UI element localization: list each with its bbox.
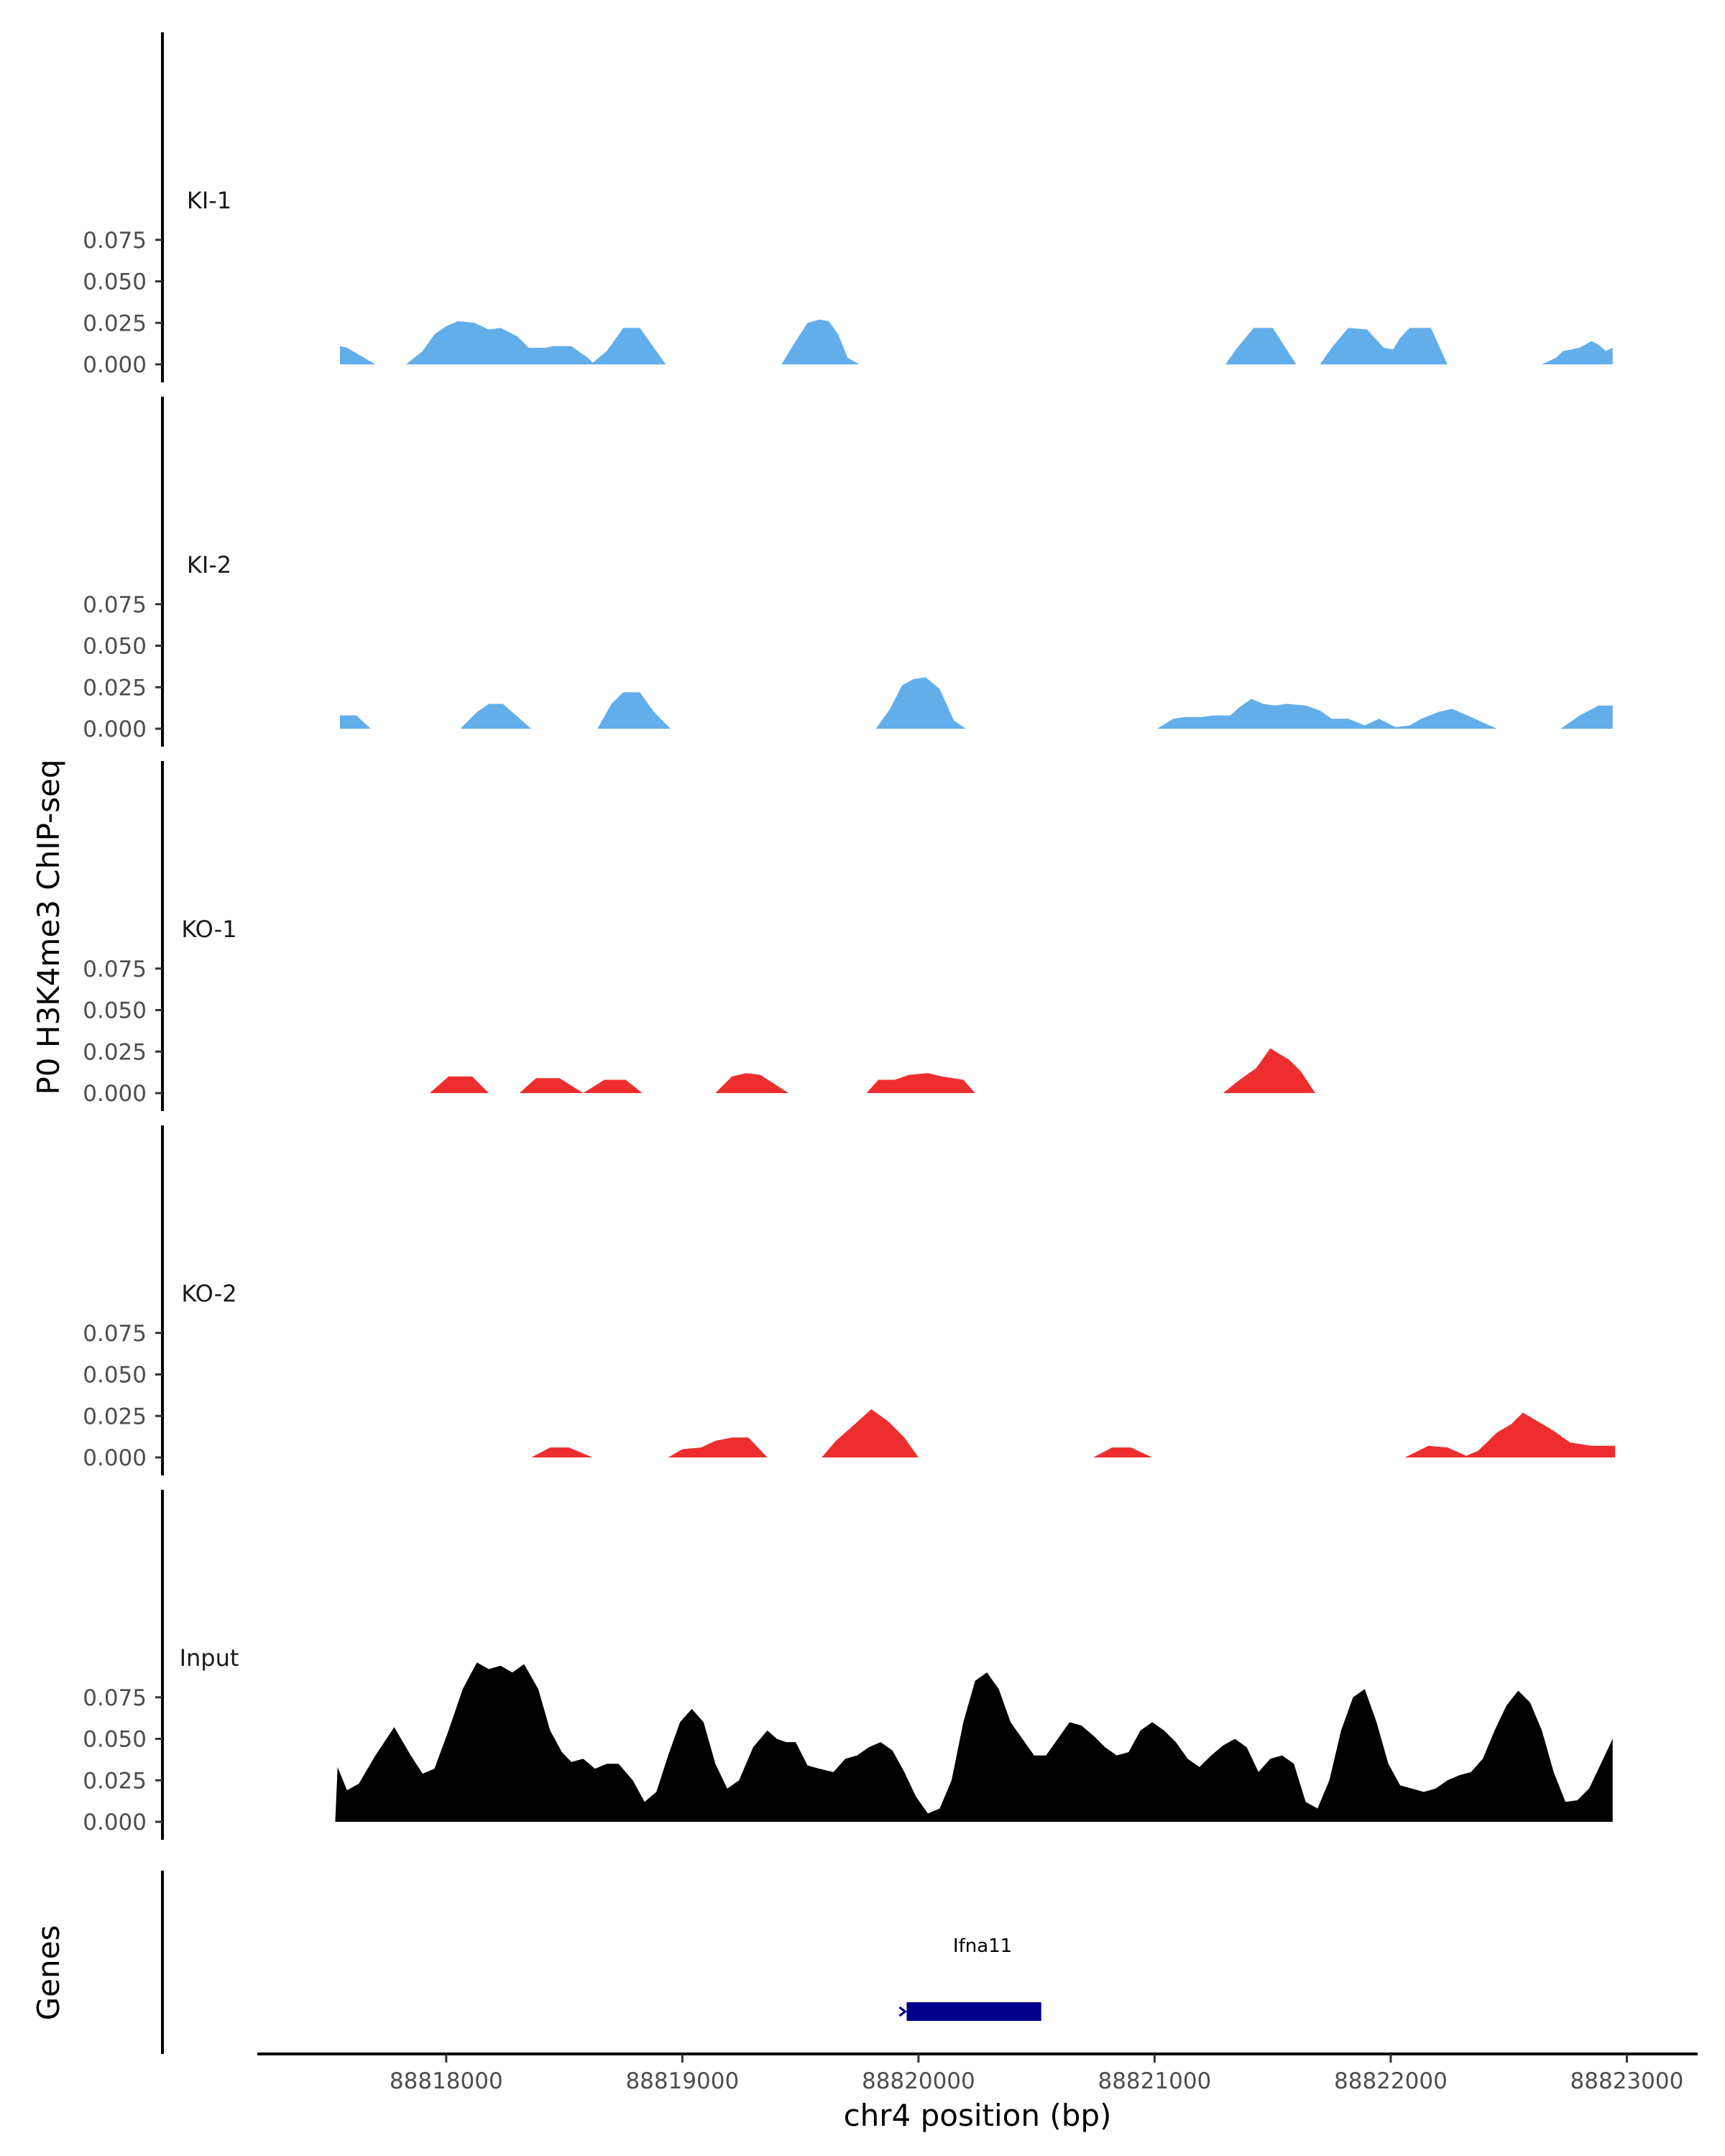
y-tick-label: 0.000 xyxy=(83,1081,147,1107)
gene-label: Ifna11 xyxy=(953,1935,1012,1957)
strand-arrow-icon xyxy=(898,2006,907,2017)
genes-title: Genes xyxy=(31,1925,66,2021)
y-tick-label: 0.000 xyxy=(83,717,147,742)
y-axis-title: P0 H3K4me3 ChIP-seq xyxy=(31,759,66,1095)
x-tick-label: 88818000 xyxy=(390,2068,503,2094)
track-panels: 0.0000.0250.0500.075KI-10.0000.0250.0500… xyxy=(83,32,1615,1840)
track-ko-2: 0.000 0.025 0.050 0.075 KO-2 xyxy=(83,1125,1615,1475)
y-tick-label: 0.025 xyxy=(83,675,147,701)
y-tick-label: 0.075 xyxy=(83,957,147,982)
y-tick-label: 0.025 xyxy=(83,1768,147,1794)
y-tick-label: 0.000 xyxy=(83,352,147,378)
x-tick-label: 88819000 xyxy=(625,2068,739,2094)
y-tick-label: 0.025 xyxy=(83,1404,147,1429)
x-axis: 88818000 88819000 88820000 88821000 88822000… xyxy=(257,2053,1698,2094)
x-tick-label: 88821000 xyxy=(1098,2068,1211,2094)
y-tick-label: 0.050 xyxy=(83,1727,147,1753)
track-label: KI-2 xyxy=(187,551,231,579)
y-tick-label: 0.075 xyxy=(83,1685,147,1711)
signal-area-ki-2 xyxy=(340,677,1613,729)
y-tick-label: 0.075 xyxy=(83,592,147,618)
track-label: Input xyxy=(180,1644,239,1672)
track-label: KO-1 xyxy=(181,916,236,943)
x-tick-label: 88823000 xyxy=(1570,2068,1684,2094)
track-ko-1: 0.000 0.025 0.050 0.075 KO-1 xyxy=(83,761,1315,1111)
y-tick-label: 0.050 xyxy=(83,270,147,295)
y-tick-label: 0.075 xyxy=(83,1321,147,1347)
x-axis-title: chr4 position (bp) xyxy=(844,2098,1112,2133)
y-tick-label: 0.050 xyxy=(83,998,147,1024)
y-tick-label: 0.075 xyxy=(83,228,147,254)
track-input: 0.000 0.025 0.050 0.075 Input xyxy=(83,1490,1613,1840)
signal-area-input xyxy=(335,1662,1613,1822)
signal-area-ko-2 xyxy=(531,1409,1615,1457)
y-tick-label: 0.050 xyxy=(83,1363,147,1388)
y-tick-label: 0.025 xyxy=(83,1039,147,1065)
gene-body-ifna11 xyxy=(906,2002,1041,2021)
signal-area-ki-1 xyxy=(340,319,1613,364)
track-label: KO-2 xyxy=(181,1280,236,1307)
y-tick-label: 0.000 xyxy=(83,1810,147,1835)
x-tick-label: 88820000 xyxy=(862,2068,975,2094)
signal-area-ko-1 xyxy=(429,1048,1315,1093)
y-tick-label: 0.025 xyxy=(83,310,147,336)
gene-panel: Genes Ifna11 xyxy=(31,1871,1041,2054)
y-tick-label: 0.050 xyxy=(83,634,147,660)
track-label: KI-1 xyxy=(187,187,231,214)
x-tick-label: 88822000 xyxy=(1334,2068,1448,2094)
track-ki-1: 0.000 0.025 0.050 0.075 KI-1 xyxy=(83,32,1613,382)
track-ki-2: 0.000 0.025 0.050 0.075 KI-2 xyxy=(83,397,1613,747)
y-tick-label: 0.000 xyxy=(83,1445,147,1471)
